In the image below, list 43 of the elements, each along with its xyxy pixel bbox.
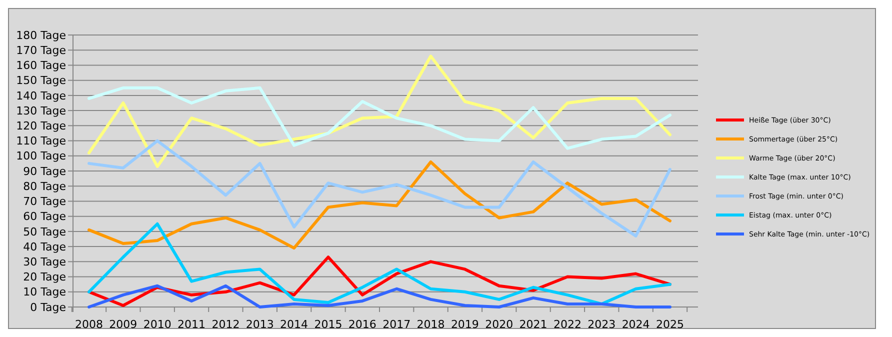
y-tick-label: 10 Tage (23, 286, 66, 299)
y-tick-label: 130 Tage (16, 104, 66, 118)
x-tick-label: 2016 (348, 318, 376, 331)
x-tick-label: 2018 (416, 318, 445, 331)
x-tick-label: 2023 (588, 318, 616, 331)
y-tick-label: 70 Tage (23, 195, 66, 208)
y-tick-label: 50 Tage (23, 225, 66, 238)
y-tick-label: 100 Tage (16, 150, 66, 163)
x-tick-label: 2012 (212, 318, 240, 331)
y-tick-label: 170 Tage (16, 44, 66, 57)
x-tick-label: 2009 (109, 318, 138, 331)
y-tick-label: 20 Tage (23, 270, 66, 284)
y-tick-label: 40 Tage (23, 240, 66, 254)
y-tick-label: 140 Tage (16, 89, 66, 102)
y-tick-label: 30 Tage (23, 256, 66, 269)
x-tick-label: 2019 (450, 318, 479, 331)
x-tick-label: 2015 (314, 318, 342, 331)
line-series (88, 86, 672, 150)
line-series (88, 222, 672, 306)
y-tick-label: 60 Tage (23, 210, 66, 224)
x-tick-label: 2025 (656, 318, 684, 331)
y-tick-label: 120 Tage (16, 120, 66, 133)
x-tick-label: 2011 (178, 318, 206, 331)
x-tick-label: 2021 (519, 318, 548, 331)
x-tick-label: 2020 (485, 318, 514, 331)
x-tick-label: 2017 (382, 318, 411, 331)
y-tick-label: 160 Tage (16, 59, 66, 72)
x-tick-label: 2024 (622, 318, 650, 331)
x-tick-label: 2013 (246, 318, 274, 331)
line-series (88, 284, 672, 308)
x-tick-label: 2014 (280, 318, 308, 331)
y-tick-label: 80 Tage (23, 180, 66, 193)
line-series (88, 54, 672, 168)
line-series (88, 139, 672, 238)
y-tick-label: 90 Tage (23, 164, 66, 178)
y-tick-label: 110 Tage (16, 134, 66, 148)
line-series (88, 160, 672, 250)
x-tick-label: 2010 (143, 318, 172, 331)
x-tick-label: 2008 (75, 318, 103, 331)
y-tick-label: 150 Tage (16, 74, 66, 88)
y-tick-label: 180 Tage (16, 28, 66, 42)
x-tick-label: 2022 (553, 318, 582, 331)
y-tick-label: 0 Tage (30, 300, 66, 314)
